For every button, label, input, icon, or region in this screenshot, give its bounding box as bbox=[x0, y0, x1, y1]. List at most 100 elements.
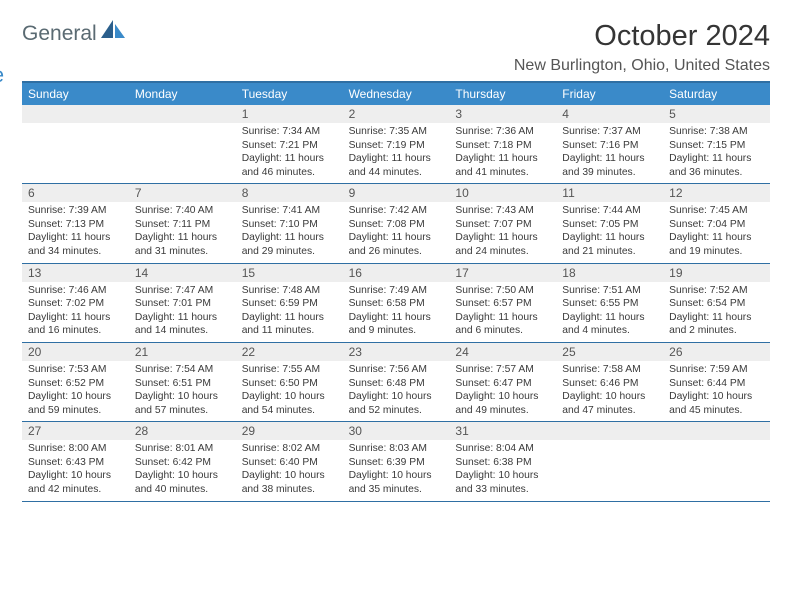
day-cell: 10Sunrise: 7:43 AMSunset: 7:07 PMDayligh… bbox=[449, 184, 556, 262]
day-cell: 31Sunrise: 8:04 AMSunset: 6:38 PMDayligh… bbox=[449, 422, 556, 500]
day-cell: 26Sunrise: 7:59 AMSunset: 6:44 PMDayligh… bbox=[663, 343, 770, 421]
day-cell: 15Sunrise: 7:48 AMSunset: 6:59 PMDayligh… bbox=[236, 264, 343, 342]
daylight-text: Daylight: 10 hours and 45 minutes. bbox=[669, 390, 765, 417]
day-number: 21 bbox=[129, 343, 236, 361]
day-cell bbox=[22, 105, 129, 183]
weekday-header: Wednesday bbox=[343, 83, 450, 105]
sunset-text: Sunset: 6:57 PM bbox=[455, 297, 551, 311]
day-number: 23 bbox=[343, 343, 450, 361]
day-content: Sunrise: 7:43 AMSunset: 7:07 PMDaylight:… bbox=[449, 202, 556, 262]
logo-text-line2: Blue bbox=[0, 64, 4, 87]
day-number: 2 bbox=[343, 105, 450, 123]
daylight-text: Daylight: 10 hours and 59 minutes. bbox=[28, 390, 124, 417]
day-cell: 6Sunrise: 7:39 AMSunset: 7:13 PMDaylight… bbox=[22, 184, 129, 262]
day-number bbox=[22, 105, 129, 123]
weekday-header: Thursday bbox=[449, 83, 556, 105]
daylight-text: Daylight: 11 hours and 46 minutes. bbox=[242, 152, 338, 179]
sunrise-text: Sunrise: 8:01 AM bbox=[135, 442, 231, 456]
sunrise-text: Sunrise: 7:49 AM bbox=[349, 284, 445, 298]
day-number: 7 bbox=[129, 184, 236, 202]
day-number: 29 bbox=[236, 422, 343, 440]
daylight-text: Daylight: 10 hours and 42 minutes. bbox=[28, 469, 124, 496]
sunrise-text: Sunrise: 7:45 AM bbox=[669, 204, 765, 218]
day-number: 11 bbox=[556, 184, 663, 202]
page-root: General Blue October 2024 New Burlington… bbox=[0, 0, 792, 512]
sunrise-text: Sunrise: 7:48 AM bbox=[242, 284, 338, 298]
title-block: October 2024 New Burlington, Ohio, Unite… bbox=[514, 20, 770, 75]
sunrise-text: Sunrise: 7:38 AM bbox=[669, 125, 765, 139]
day-content: Sunrise: 7:37 AMSunset: 7:16 PMDaylight:… bbox=[556, 123, 663, 183]
daylight-text: Daylight: 11 hours and 11 minutes. bbox=[242, 311, 338, 338]
day-content: Sunrise: 7:57 AMSunset: 6:47 PMDaylight:… bbox=[449, 361, 556, 421]
weekday-header: Monday bbox=[129, 83, 236, 105]
daylight-text: Daylight: 10 hours and 49 minutes. bbox=[455, 390, 551, 417]
daylight-text: Daylight: 10 hours and 52 minutes. bbox=[349, 390, 445, 417]
daylight-text: Daylight: 11 hours and 24 minutes. bbox=[455, 231, 551, 258]
day-content: Sunrise: 7:50 AMSunset: 6:57 PMDaylight:… bbox=[449, 282, 556, 342]
day-cell: 24Sunrise: 7:57 AMSunset: 6:47 PMDayligh… bbox=[449, 343, 556, 421]
day-content: Sunrise: 7:58 AMSunset: 6:46 PMDaylight:… bbox=[556, 361, 663, 421]
day-number bbox=[129, 105, 236, 123]
day-number: 18 bbox=[556, 264, 663, 282]
daylight-text: Daylight: 11 hours and 2 minutes. bbox=[669, 311, 765, 338]
sunrise-text: Sunrise: 8:02 AM bbox=[242, 442, 338, 456]
daylight-text: Daylight: 11 hours and 6 minutes. bbox=[455, 311, 551, 338]
day-number: 31 bbox=[449, 422, 556, 440]
sunset-text: Sunset: 6:38 PM bbox=[455, 456, 551, 470]
day-content: Sunrise: 8:03 AMSunset: 6:39 PMDaylight:… bbox=[343, 440, 450, 500]
weekday-header: Sunday bbox=[22, 83, 129, 105]
daylight-text: Daylight: 11 hours and 29 minutes. bbox=[242, 231, 338, 258]
daylight-text: Daylight: 10 hours and 38 minutes. bbox=[242, 469, 338, 496]
month-title: October 2024 bbox=[514, 20, 770, 53]
day-content: Sunrise: 8:02 AMSunset: 6:40 PMDaylight:… bbox=[236, 440, 343, 500]
daylight-text: Daylight: 11 hours and 14 minutes. bbox=[135, 311, 231, 338]
day-cell bbox=[129, 105, 236, 183]
day-cell: 9Sunrise: 7:42 AMSunset: 7:08 PMDaylight… bbox=[343, 184, 450, 262]
day-content: Sunrise: 7:55 AMSunset: 6:50 PMDaylight:… bbox=[236, 361, 343, 421]
sunset-text: Sunset: 6:58 PM bbox=[349, 297, 445, 311]
sunrise-text: Sunrise: 7:51 AM bbox=[562, 284, 658, 298]
day-content: Sunrise: 7:48 AMSunset: 6:59 PMDaylight:… bbox=[236, 282, 343, 342]
day-cell: 5Sunrise: 7:38 AMSunset: 7:15 PMDaylight… bbox=[663, 105, 770, 183]
day-number: 20 bbox=[22, 343, 129, 361]
day-cell: 18Sunrise: 7:51 AMSunset: 6:55 PMDayligh… bbox=[556, 264, 663, 342]
sunset-text: Sunset: 6:50 PM bbox=[242, 377, 338, 391]
sunrise-text: Sunrise: 7:50 AM bbox=[455, 284, 551, 298]
day-number: 1 bbox=[236, 105, 343, 123]
day-number: 4 bbox=[556, 105, 663, 123]
day-cell: 14Sunrise: 7:47 AMSunset: 7:01 PMDayligh… bbox=[129, 264, 236, 342]
day-number: 15 bbox=[236, 264, 343, 282]
day-number bbox=[556, 422, 663, 440]
day-cell: 27Sunrise: 8:00 AMSunset: 6:43 PMDayligh… bbox=[22, 422, 129, 500]
day-content: Sunrise: 7:34 AMSunset: 7:21 PMDaylight:… bbox=[236, 123, 343, 183]
daylight-text: Daylight: 11 hours and 26 minutes. bbox=[349, 231, 445, 258]
day-cell: 29Sunrise: 8:02 AMSunset: 6:40 PMDayligh… bbox=[236, 422, 343, 500]
sunset-text: Sunset: 7:21 PM bbox=[242, 139, 338, 153]
daylight-text: Daylight: 10 hours and 33 minutes. bbox=[455, 469, 551, 496]
sunrise-text: Sunrise: 7:53 AM bbox=[28, 363, 124, 377]
sunset-text: Sunset: 7:10 PM bbox=[242, 218, 338, 232]
sunset-text: Sunset: 6:44 PM bbox=[669, 377, 765, 391]
day-cell: 13Sunrise: 7:46 AMSunset: 7:02 PMDayligh… bbox=[22, 264, 129, 342]
daylight-text: Daylight: 11 hours and 21 minutes. bbox=[562, 231, 658, 258]
daylight-text: Daylight: 10 hours and 35 minutes. bbox=[349, 469, 445, 496]
logo: General Blue bbox=[22, 20, 127, 70]
calendar: Sunday Monday Tuesday Wednesday Thursday… bbox=[22, 81, 770, 502]
day-content: Sunrise: 7:35 AMSunset: 7:19 PMDaylight:… bbox=[343, 123, 450, 183]
day-cell: 1Sunrise: 7:34 AMSunset: 7:21 PMDaylight… bbox=[236, 105, 343, 183]
day-content: Sunrise: 7:49 AMSunset: 6:58 PMDaylight:… bbox=[343, 282, 450, 342]
logo-text-line1: General bbox=[22, 22, 97, 45]
day-content: Sunrise: 7:45 AMSunset: 7:04 PMDaylight:… bbox=[663, 202, 770, 262]
week-row: 20Sunrise: 7:53 AMSunset: 6:52 PMDayligh… bbox=[22, 343, 770, 422]
daylight-text: Daylight: 10 hours and 57 minutes. bbox=[135, 390, 231, 417]
sunrise-text: Sunrise: 8:03 AM bbox=[349, 442, 445, 456]
sunrise-text: Sunrise: 7:41 AM bbox=[242, 204, 338, 218]
sunrise-text: Sunrise: 7:34 AM bbox=[242, 125, 338, 139]
day-cell: 17Sunrise: 7:50 AMSunset: 6:57 PMDayligh… bbox=[449, 264, 556, 342]
sunset-text: Sunset: 7:08 PM bbox=[349, 218, 445, 232]
day-cell bbox=[556, 422, 663, 500]
sunset-text: Sunset: 7:02 PM bbox=[28, 297, 124, 311]
daylight-text: Daylight: 11 hours and 19 minutes. bbox=[669, 231, 765, 258]
sunset-text: Sunset: 6:40 PM bbox=[242, 456, 338, 470]
day-cell: 4Sunrise: 7:37 AMSunset: 7:16 PMDaylight… bbox=[556, 105, 663, 183]
